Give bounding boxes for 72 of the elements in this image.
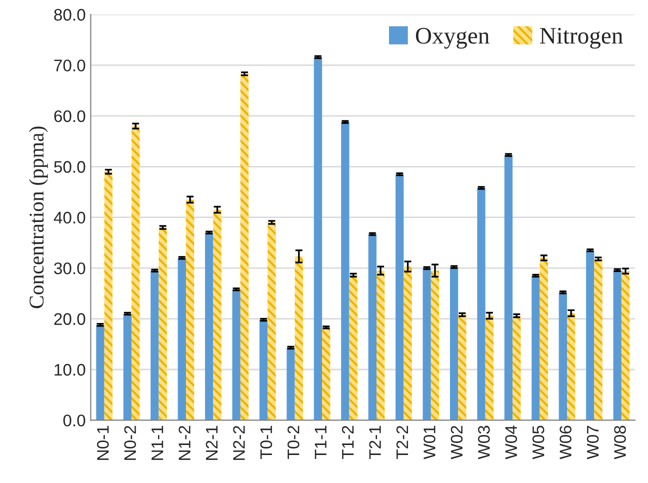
bar: [613, 270, 622, 420]
bar: [150, 270, 159, 420]
y-tick-label: 80.0: [54, 8, 86, 21]
y-tick-label: 40.0: [54, 212, 86, 224]
bar: [504, 154, 513, 420]
x-tick-label: T1-2: [342, 426, 354, 459]
bar: [376, 270, 385, 420]
x-tick-label: T0-2: [288, 426, 300, 459]
x-tick-label: W08: [614, 426, 626, 460]
bar: [396, 174, 404, 420]
bar: [104, 172, 112, 420]
bar: [450, 267, 458, 420]
x-tick-label: W04: [505, 426, 518, 460]
bar: [96, 324, 104, 420]
bar: [259, 320, 268, 420]
x-tick-label: T1-1: [314, 426, 326, 459]
y-tick-label: 10.0: [54, 364, 86, 376]
bar: [430, 270, 440, 420]
bar: [404, 266, 412, 420]
bar: [314, 57, 322, 420]
x-tick-label: W05: [532, 426, 544, 460]
bar: [232, 289, 240, 420]
bar: [621, 271, 630, 420]
bar: [186, 200, 194, 420]
bar: [178, 258, 186, 420]
x-tick-label: W01: [424, 426, 436, 460]
bar: [558, 292, 567, 420]
legend-label: Nitrogen: [540, 28, 623, 49]
y-tick-label: 0.0: [63, 414, 86, 426]
x-tick-label: N0-1: [97, 426, 109, 460]
x-tick-label: N1-1: [152, 426, 164, 460]
x-tick-label: W02: [450, 426, 463, 460]
bar: [205, 232, 214, 420]
bar: [268, 222, 276, 420]
y-axis-title: Concentration (ppma): [28, 126, 48, 308]
bar: [567, 313, 576, 420]
bar: [368, 234, 376, 420]
y-tick-label: 60.0: [54, 110, 86, 122]
bar: [294, 256, 304, 420]
x-tick-label: W06: [560, 426, 572, 460]
x-tick-label: N0-2: [124, 426, 136, 460]
x-tick-label: W07: [586, 426, 599, 460]
x-tick-label: N1-2: [178, 426, 190, 460]
x-tick-label: T2-2: [396, 426, 408, 459]
bar: [477, 188, 486, 420]
bar: [158, 227, 167, 420]
x-tick-label: N2-2: [233, 426, 245, 460]
bar: [341, 122, 350, 420]
bar: [213, 210, 222, 420]
x-tick-label: N2-1: [206, 426, 218, 460]
bar: [512, 316, 521, 420]
bar: [132, 126, 140, 420]
x-tick-label: T0-1: [260, 426, 272, 459]
bar: [458, 314, 466, 420]
bar: [322, 327, 330, 420]
bar: [540, 258, 548, 420]
x-tick-label: T2-1: [369, 426, 381, 459]
legend-label: Oxygen: [416, 28, 490, 49]
y-tick-label: 70.0: [54, 60, 86, 72]
bar: [586, 250, 594, 420]
bar: [422, 268, 431, 420]
y-tick-label: 20.0: [54, 313, 86, 325]
x-tick-label: W03: [478, 426, 490, 460]
bar: [594, 258, 602, 420]
y-tick-label: 50.0: [54, 161, 86, 173]
bar: [349, 275, 358, 420]
bar: [485, 316, 494, 420]
bar: [123, 314, 132, 420]
bar: [286, 348, 295, 420]
bar: [240, 74, 249, 420]
bar: [532, 276, 540, 420]
y-tick-label: 30.0: [54, 262, 86, 274]
